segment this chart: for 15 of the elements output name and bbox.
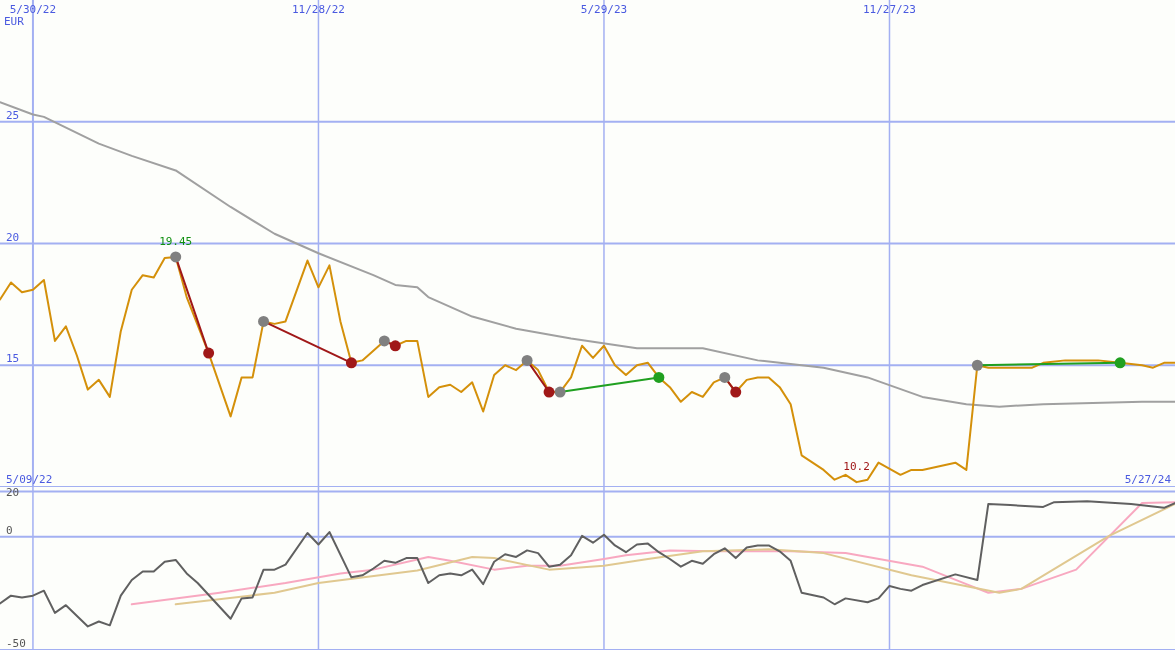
y-axis-title: EUR <box>4 15 25 28</box>
x-tick-label: 11/27/23 <box>862 3 916 16</box>
x-tick-label: 5/30/22 <box>9 3 57 16</box>
annotation: 5/27/24 <box>1124 473 1172 486</box>
y-tick-label: 20 <box>6 486 20 499</box>
x-tick-label: 5/29/23 <box>580 3 628 16</box>
x-tick-label: 11/28/22 <box>291 3 345 16</box>
annotation: 10.2 <box>843 460 870 474</box>
y-tick-label: -50 <box>6 637 26 650</box>
y-tick-label: 0 <box>6 523 13 537</box>
y-tick-label: 25 <box>6 108 20 122</box>
annotation: 19.45 <box>159 234 193 248</box>
y-tick-label: 20 <box>6 230 20 244</box>
annotation: 5/09/22 <box>6 473 53 486</box>
y-tick-label: 15 <box>6 352 20 366</box>
